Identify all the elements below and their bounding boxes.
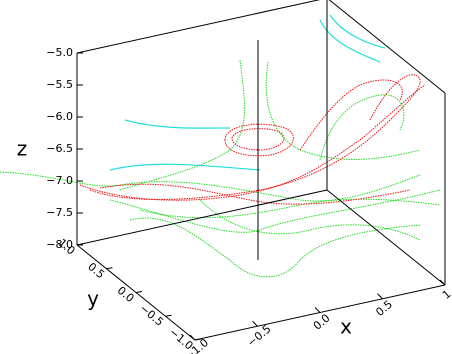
y-tick-label: −0.5 [137, 302, 166, 329]
box-edge [76, 0, 321, 54]
box-edge [326, 189, 446, 286]
field-line [139, 198, 441, 219]
y-axis-label: y [87, 287, 99, 311]
field-line [329, 14, 386, 49]
y-tick [165, 314, 172, 317]
y-tick [135, 291, 143, 293]
field-line [0, 171, 421, 202]
z-axis-label: z [17, 137, 28, 161]
y-tick [76, 243, 84, 246]
x-axis-label: x [340, 315, 352, 339]
x-tick-label: 0.5 [373, 298, 395, 319]
y-tick-label: 0.5 [85, 260, 107, 281]
field-line [89, 74, 421, 200]
field-line [129, 217, 421, 278]
y-tick [106, 267, 113, 270]
x-tick [314, 307, 321, 313]
field-line [119, 59, 245, 191]
x-tick [439, 279, 446, 286]
x-tick-label: 0.0 [311, 312, 333, 333]
y-tick-label: 0.0 [115, 284, 137, 305]
z-tick-label: −5.0 [46, 46, 73, 59]
z-tick-label: −7.5 [46, 206, 73, 219]
field-line [265, 61, 421, 160]
x-tick [189, 334, 196, 341]
box-edge [328, 0, 446, 94]
field-line [99, 183, 411, 205]
field-lines [0, 14, 441, 278]
field-line [109, 163, 261, 171]
z-tick-label: −6.0 [46, 110, 73, 123]
x-tick-label: −0.5 [245, 322, 274, 349]
field-line [79, 84, 426, 201]
field-line [231, 128, 285, 151]
z-tick-label: −8.0 [46, 238, 73, 251]
y-tick [194, 338, 202, 341]
field-line [224, 123, 294, 157]
x-tick [252, 320, 258, 327]
box-edge [77, 53, 195, 148]
x-tick-label: 1 [440, 287, 452, 301]
x-tick [377, 293, 383, 300]
field-line [109, 189, 441, 233]
z-tick-label: −7.0 [46, 174, 73, 187]
z-tick-label: −6.5 [46, 142, 73, 155]
field-line [299, 79, 403, 151]
box-edge [195, 93, 445, 148]
field-line [124, 119, 231, 129]
z-tick-label: −5.5 [46, 78, 73, 91]
box-edge [76, 189, 328, 246]
field-line [199, 199, 421, 241]
field-line [319, 19, 381, 63]
